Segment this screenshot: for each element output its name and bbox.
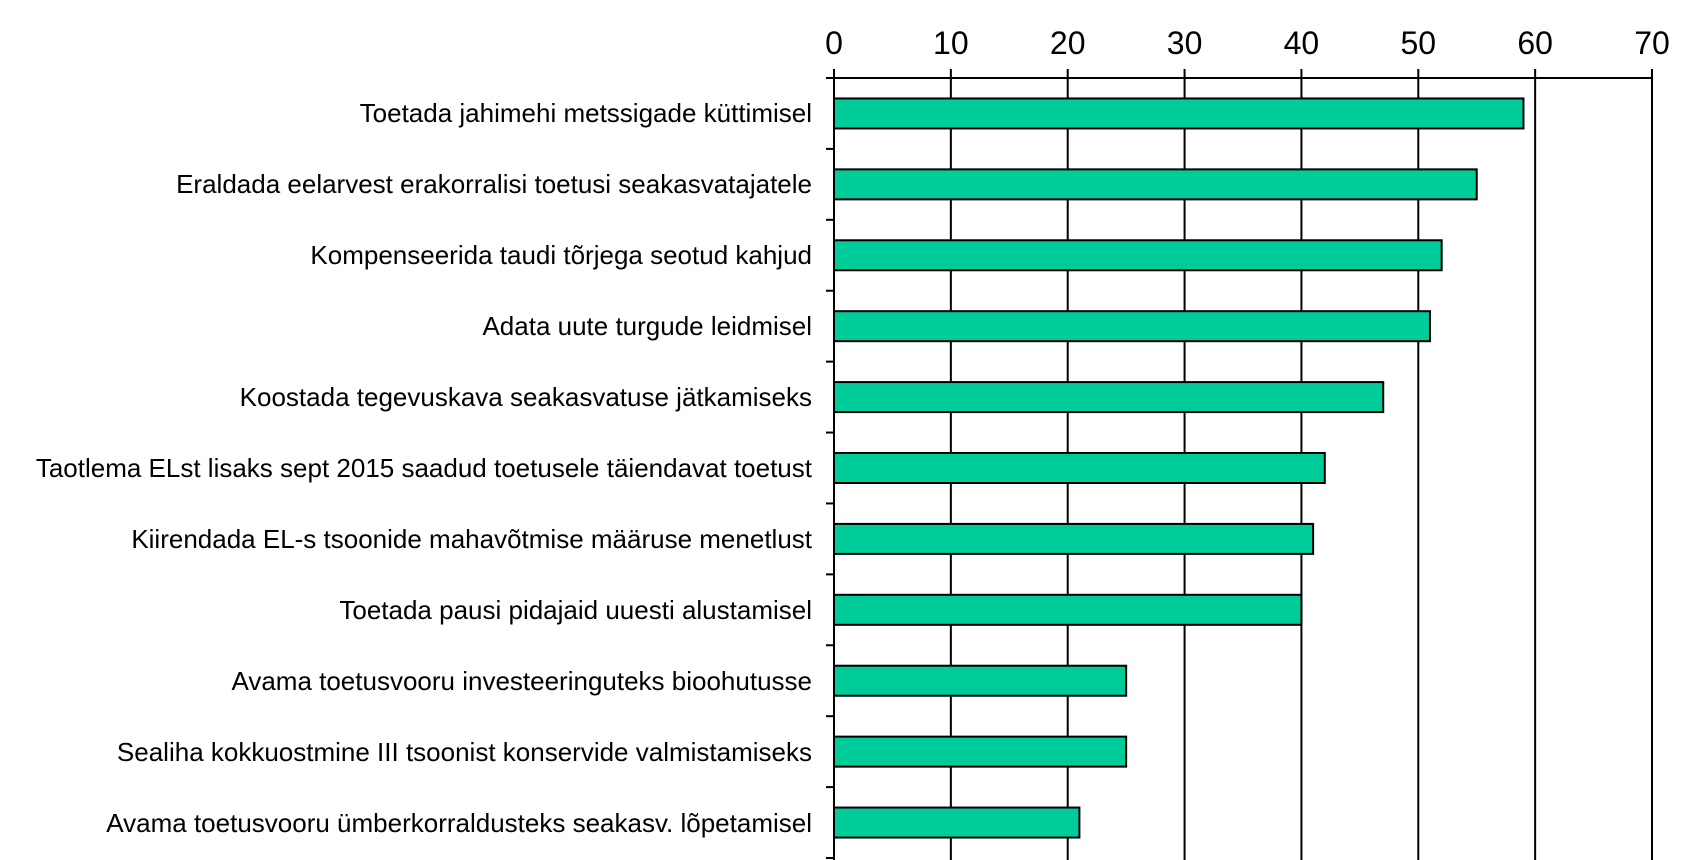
x-tick-label: 50: [1400, 25, 1436, 61]
bar: [833, 664, 1128, 697]
bar: [833, 168, 1478, 201]
y-tick-label: Kompenseerida taudi tõrjega seotud kahju…: [310, 235, 812, 275]
y-tick-label: Avama toetusvooru ümberkorraldusteks sea…: [106, 802, 812, 842]
x-tick-label: 10: [933, 25, 969, 61]
category-text: Eraldada eelarvest erakorralisi toetusi …: [176, 169, 812, 200]
y-tick-label: Adata uute turgude leidmisel: [482, 306, 812, 346]
x-tick-label: 20: [1050, 25, 1086, 61]
bar: [833, 522, 1315, 555]
category-text: Avama toetusvooru ümberkorraldusteks sea…: [106, 807, 812, 838]
category-text: Toetada pausi pidajaid uuesti alustamise…: [339, 594, 812, 625]
category-text: Kompenseerida taudi tõrjega seotud kahju…: [310, 240, 812, 271]
x-tick-label: 70: [1634, 25, 1670, 61]
category-text: Toetada jahimehi metssigade küttimisel: [359, 98, 812, 129]
x-tick-label: 30: [1167, 25, 1203, 61]
x-tick-label: 60: [1517, 25, 1553, 61]
y-tick-label: Sealiha kokkuostmine III tsoonist konser…: [117, 731, 812, 771]
y-tick-label: Taotlema ELst lisaks sept 2015 saadud to…: [36, 448, 812, 488]
y-tick-label: Toetada jahimehi metssigade küttimisel: [360, 93, 812, 133]
bar: [833, 381, 1385, 414]
y-tick-label: Avama toetusvooru investeeringuteks bioo…: [231, 661, 812, 701]
bar: [833, 310, 1431, 343]
x-tick-label: 40: [1284, 25, 1320, 61]
category-text: Sealiha kokkuostmine III tsoonist konser…: [116, 736, 812, 767]
y-tick-label: Koostada tegevuskava seakasvatuse jätkam…: [240, 377, 812, 417]
category-text: Kiirendada EL-s tsoonide mahavõtmise mää…: [131, 523, 812, 554]
y-tick-label: Toetada pausi pidajaid uuesti alustamise…: [339, 590, 812, 630]
bar: [833, 735, 1128, 768]
category-text: Taotlema ELst lisaks sept 2015 saadud to…: [35, 452, 812, 483]
category-text: Avama toetusvooru investeeringuteks bioo…: [231, 665, 812, 696]
x-tick-label: 0: [825, 25, 843, 61]
bar: [833, 452, 1326, 484]
category-text: Adata uute turgude leidmisel: [482, 311, 812, 342]
bar: [833, 593, 1303, 626]
y-tick-label: Kiirendada EL-s tsoonide mahavõtmise mää…: [131, 519, 812, 559]
bar: [833, 806, 1081, 839]
bar: [833, 97, 1525, 130]
category-text: Koostada tegevuskava seakasvatuse jätkam…: [239, 381, 812, 412]
y-tick-label: Eraldada eelarvest erakorralisi toetusi …: [176, 164, 812, 204]
bar: [833, 239, 1443, 272]
